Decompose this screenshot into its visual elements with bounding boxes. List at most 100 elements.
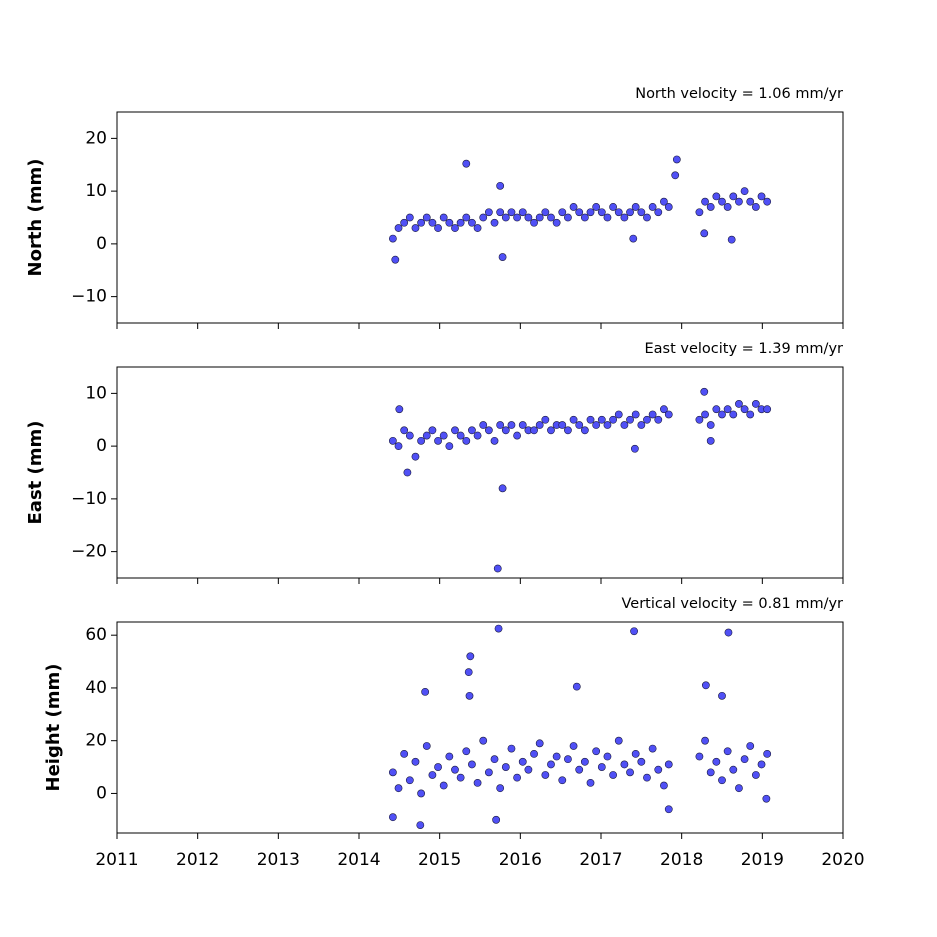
data-point: [626, 768, 634, 777]
data-point: [456, 773, 465, 782]
data-point: [648, 203, 657, 211]
data-point: [388, 813, 397, 822]
data-point: [445, 442, 454, 451]
data-point: [462, 436, 471, 445]
data-point: [751, 771, 760, 779]
data-point: [530, 426, 538, 435]
x-tick-label: 2011: [95, 850, 138, 870]
data-point: [416, 821, 425, 829]
data-point: [701, 736, 709, 745]
plot-frame: [116, 621, 844, 834]
data-point: [451, 426, 459, 435]
data-point: [569, 415, 578, 424]
data-point: [465, 691, 474, 700]
data-point: [620, 213, 629, 222]
data-point: [445, 752, 454, 761]
data-point: [479, 736, 488, 745]
data-point: [763, 197, 772, 206]
data-point: [501, 213, 510, 222]
data-point: [712, 192, 721, 201]
data-point: [496, 181, 505, 190]
data-point: [664, 203, 673, 211]
x-tick-label: 2012: [176, 850, 219, 870]
y-tick-label: 20: [85, 731, 107, 751]
data-point: [400, 426, 409, 435]
data-point: [558, 776, 567, 785]
data-point: [672, 155, 681, 164]
data-point: [496, 784, 505, 793]
data-point: [451, 224, 459, 232]
data-point: [411, 224, 420, 232]
data-point: [597, 208, 606, 217]
data-point: [445, 218, 454, 227]
data-point: [763, 749, 772, 758]
data-point: [400, 749, 409, 758]
data-point: [762, 794, 771, 803]
data-point: [724, 628, 733, 637]
y-tick-label: −10: [71, 287, 107, 307]
panel: East velocity = 1.39 mm/yr East (mm) −20 −1…: [25, 341, 844, 584]
data-point: [535, 421, 544, 429]
data-point: [671, 171, 680, 180]
y-axis-label: North (mm): [25, 159, 46, 277]
data-point: [700, 387, 709, 396]
data-point: [462, 213, 471, 222]
data-point: [643, 415, 651, 424]
data-point: [411, 452, 420, 461]
data-point: [586, 778, 595, 787]
data-point: [434, 224, 442, 232]
data-point: [422, 431, 431, 440]
data-point: [405, 213, 414, 222]
data-point: [603, 213, 612, 222]
data-point: [700, 229, 709, 238]
data-point: [580, 213, 589, 222]
data-point: [637, 757, 646, 766]
data-point: [746, 742, 755, 750]
data-point: [654, 765, 663, 774]
data-point: [456, 218, 465, 227]
data-point: [428, 218, 437, 227]
data-point: [507, 421, 516, 429]
plot-frame: [116, 366, 844, 579]
panel-title: North velocity = 1.06 mm/yr: [635, 86, 843, 102]
data-point: [701, 197, 709, 206]
data-point: [569, 203, 578, 211]
y-tick-label: 20: [85, 128, 107, 148]
data-point: [630, 627, 638, 636]
data-point: [403, 468, 412, 477]
y-tick-label: 0: [96, 436, 107, 456]
data-point: [524, 765, 533, 774]
y-tick-label: −10: [71, 489, 107, 509]
x-tick-label: 2020: [821, 850, 864, 870]
data-point: [718, 776, 726, 785]
x-tick-label: 2019: [741, 850, 784, 870]
data-point: [541, 208, 550, 217]
data-point: [394, 442, 403, 451]
data-point: [723, 405, 732, 414]
data-point: [496, 421, 505, 429]
data-point: [740, 405, 749, 414]
data-point: [597, 415, 606, 424]
data-point: [535, 213, 544, 222]
data-point: [575, 421, 584, 429]
data-point: [575, 765, 584, 774]
data-point: [626, 415, 634, 424]
data-point: [597, 763, 606, 771]
data-point: [701, 681, 710, 690]
data-point: [473, 431, 482, 440]
data-point: [394, 224, 403, 232]
data-point: [558, 208, 567, 217]
data-point: [496, 208, 505, 217]
data-point: [603, 421, 612, 429]
data-point: [572, 682, 581, 691]
data-point: [394, 784, 403, 793]
data-point: [490, 436, 499, 445]
data-point: [746, 410, 755, 419]
data-point: [417, 436, 426, 445]
data-point: [706, 768, 715, 777]
data-point: [498, 253, 507, 261]
data-point: [494, 624, 503, 633]
data-point: [564, 755, 572, 764]
plot-frame: [116, 111, 844, 324]
data-point: [468, 426, 476, 435]
